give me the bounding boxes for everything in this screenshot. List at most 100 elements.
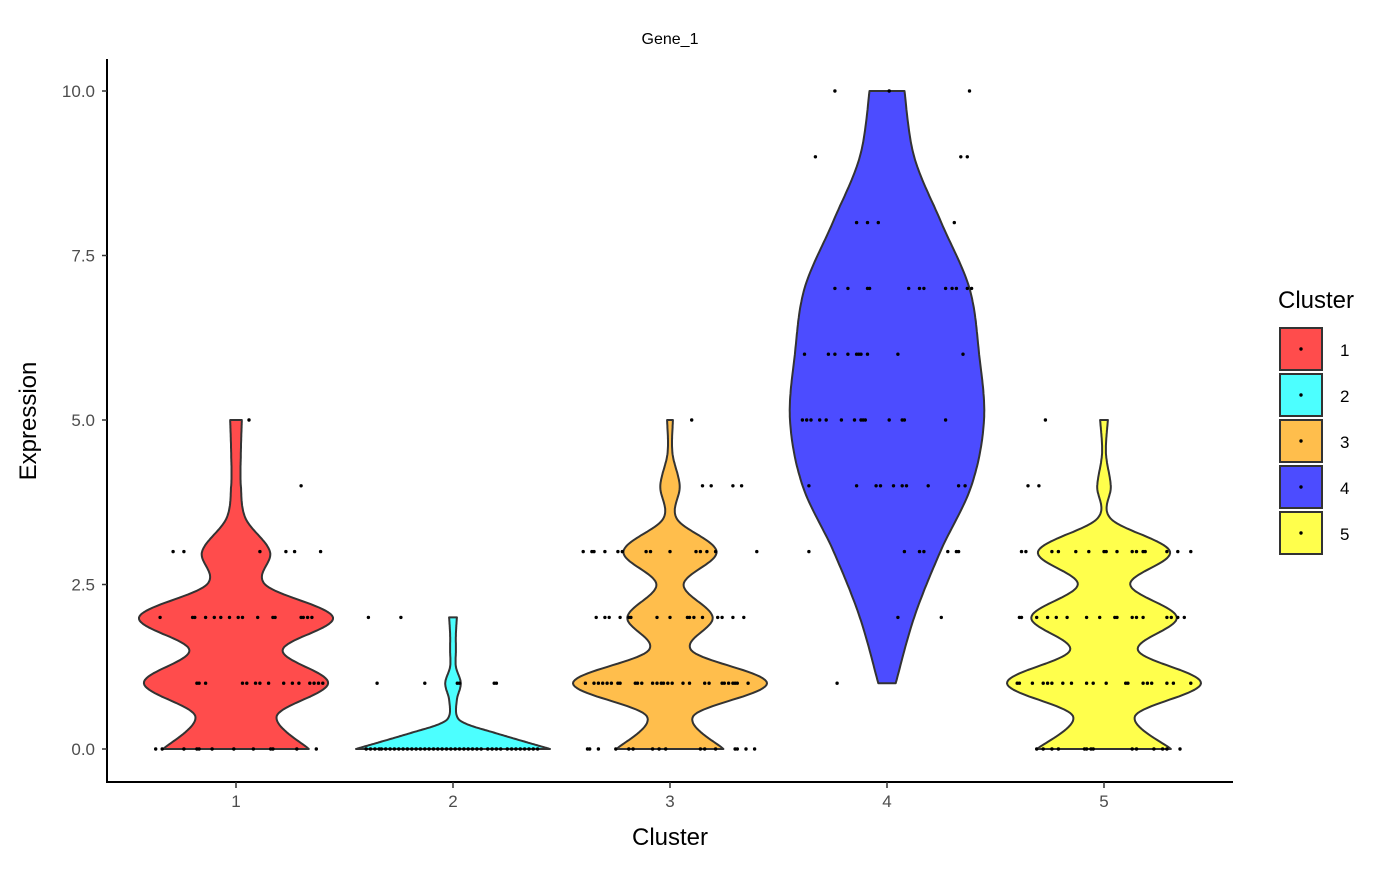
data-point [240,615,245,620]
data-point [245,681,249,685]
data-point [1019,615,1024,620]
data-point [258,681,262,685]
data-point [203,681,208,685]
data-point [1024,549,1028,554]
data-point [470,747,475,751]
violin-cluster-4 [788,90,986,685]
data-point [939,615,943,620]
data-point [522,747,527,751]
data-point [1054,615,1059,620]
data-point [436,747,440,751]
data-point [1104,549,1108,554]
data-point [807,484,811,488]
data-point [709,484,713,488]
data-point [614,747,618,751]
data-point [1041,681,1045,685]
data-point [657,747,661,751]
data-point [1050,747,1054,751]
legend-title: Cluster [1278,287,1354,314]
data-point [486,747,490,751]
data-point [713,747,718,751]
data-point [833,352,837,356]
y-ticks: 0.0 2.5 5.0 7.5 10.0 [62,82,107,759]
data-point [826,352,831,356]
data-point [1035,615,1039,620]
data-point [379,747,384,751]
data-point [902,418,907,422]
violins-layer [138,90,1202,750]
data-point [959,155,963,159]
data-point [171,549,175,554]
legend-label: 3 [1340,433,1349,452]
y-tick-label: 0.0 [71,740,95,759]
data-point [1017,681,1022,685]
data-point [618,615,622,620]
x-tick-label: 4 [882,792,891,811]
data-point [735,747,739,751]
data-point [418,747,423,751]
data-point [312,681,316,685]
data-point [527,747,531,751]
data-point [232,747,236,751]
data-point [1115,615,1119,620]
data-point [805,418,809,422]
data-point [240,681,245,685]
data-point [616,549,620,554]
data-point [731,615,735,620]
data-point [854,220,859,225]
data-point [414,747,418,751]
data-point [1056,549,1061,554]
x-axis-title: Cluster [632,824,708,851]
data-point [284,549,288,554]
data-point [295,747,299,751]
data-point [800,418,805,422]
data-point [833,89,837,93]
data-point [505,747,509,751]
data-point [917,286,922,291]
data-point [594,615,598,620]
data-point [318,549,323,554]
data-point [666,681,670,685]
data-point [601,681,605,685]
legend: Cluster 1 2 3 4 5 [1278,287,1354,555]
data-point [746,681,750,685]
data-point [297,681,301,685]
violin-cluster-5 [1006,419,1202,750]
data-point [514,747,518,751]
data-point [1069,681,1074,685]
data-point [926,484,930,488]
data-point [703,681,707,685]
data-point [824,418,828,422]
data-point [1165,747,1169,751]
data-point [1141,615,1145,620]
data-point [388,747,392,751]
data-point [605,681,609,685]
data-point [399,615,403,620]
data-point [603,615,607,620]
data-point [282,681,286,685]
data-point [967,89,972,93]
data-point [494,747,499,751]
data-point [509,747,514,751]
data-point [397,747,401,751]
data-point [859,352,863,356]
data-point [722,681,726,685]
data-point [583,681,588,685]
data-point [863,418,867,422]
data-point [1134,615,1139,620]
data-point [603,549,607,554]
data-point [203,615,208,620]
data-point [922,549,926,554]
data-point [807,549,811,554]
data-point [705,549,709,554]
data-point [1019,549,1024,554]
data-point [809,418,813,422]
data-point [1152,747,1156,751]
legend-label: 2 [1340,387,1349,406]
data-point [258,549,262,554]
data-point [854,484,859,488]
data-point [726,681,731,685]
data-point [410,747,414,751]
data-point [1043,418,1048,422]
